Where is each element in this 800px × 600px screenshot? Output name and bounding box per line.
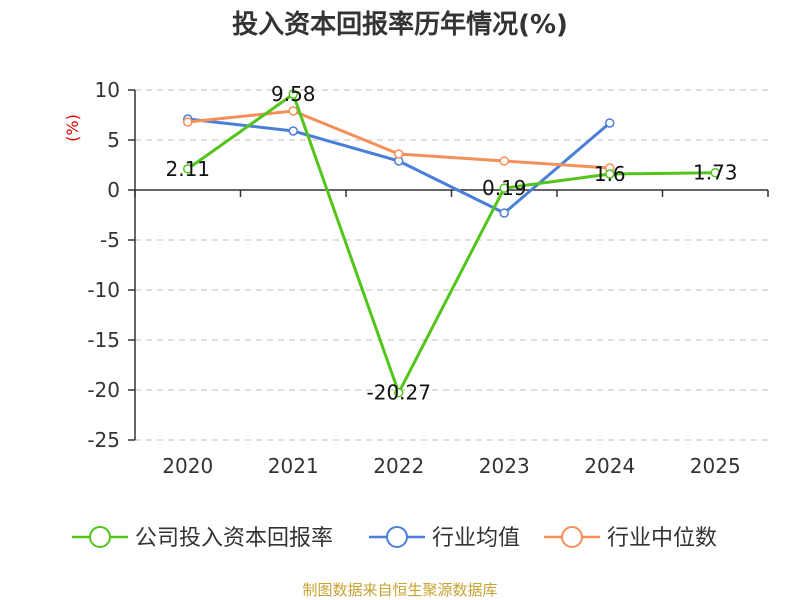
- legend-label: 行业中位数: [607, 526, 717, 551]
- y-tick-label: -20: [87, 378, 120, 402]
- data-point: [605, 169, 615, 179]
- data-point: [288, 126, 298, 136]
- data-point: [710, 167, 720, 178]
- y-tick-label: 10: [95, 78, 120, 102]
- data-point: [288, 89, 298, 99]
- axes: 10 5 0 -5 -10 -15 -20 -25 2020 2021 2022 2023 2024 20…: [87, 78, 769, 478]
- legend-marker: [386, 526, 408, 548]
- y-tick-label: -10: [87, 278, 120, 302]
- series-line: [187, 117, 611, 215]
- data-point: [394, 387, 404, 398]
- x-tick-label: 2023: [479, 454, 530, 478]
- data-point: [499, 156, 509, 166]
- data-point: [605, 118, 615, 128]
- data-labels: 2.11 9.58 -20.27 0.19 1.6 1.73: [165, 82, 737, 405]
- data-point: [499, 208, 509, 218]
- y-tick-label: -25: [87, 428, 120, 452]
- y-axis-unit: (%): [63, 114, 82, 142]
- data-point: [183, 117, 193, 127]
- data-point: [394, 149, 404, 159]
- legend-marker: [561, 526, 583, 548]
- chart-title: 投入资本回报率历年情况(%): [232, 9, 568, 40]
- data-label: 9.58: [271, 82, 316, 106]
- data-label: 1.6: [594, 162, 626, 186]
- x-tick-label: 2020: [162, 454, 213, 478]
- data-label: 0.19: [482, 176, 527, 200]
- legend: 公司投入资本回报率 行业均值 行业中位数: [72, 526, 717, 551]
- x-tick-label: 2024: [584, 454, 635, 478]
- data-point: [499, 183, 509, 193]
- legend-label: 行业均值: [432, 526, 520, 551]
- series-lines: [183, 89, 720, 398]
- legend-marker: [89, 526, 111, 548]
- x-tick-label: 2022: [373, 454, 424, 478]
- gridlines: [135, 89, 768, 441]
- data-point: [183, 164, 193, 174]
- series-line: [186, 92, 716, 395]
- data-label: -20.27: [367, 381, 431, 405]
- y-tick-label: 5: [107, 128, 120, 152]
- x-tick-label: 2021: [268, 454, 319, 478]
- x-tick-label: 2025: [690, 454, 741, 478]
- data-point: [288, 106, 298, 116]
- legend-label: 公司投入资本回报率: [135, 526, 333, 551]
- data-label: 2.11: [165, 157, 210, 181]
- data-label: 1.73: [693, 161, 738, 185]
- y-tick-label: -5: [100, 228, 120, 252]
- y-tick-label: 0: [107, 178, 120, 202]
- y-tick-label: -15: [87, 328, 120, 352]
- source-note: 制图数据来自恒生聚源数据库: [302, 581, 497, 599]
